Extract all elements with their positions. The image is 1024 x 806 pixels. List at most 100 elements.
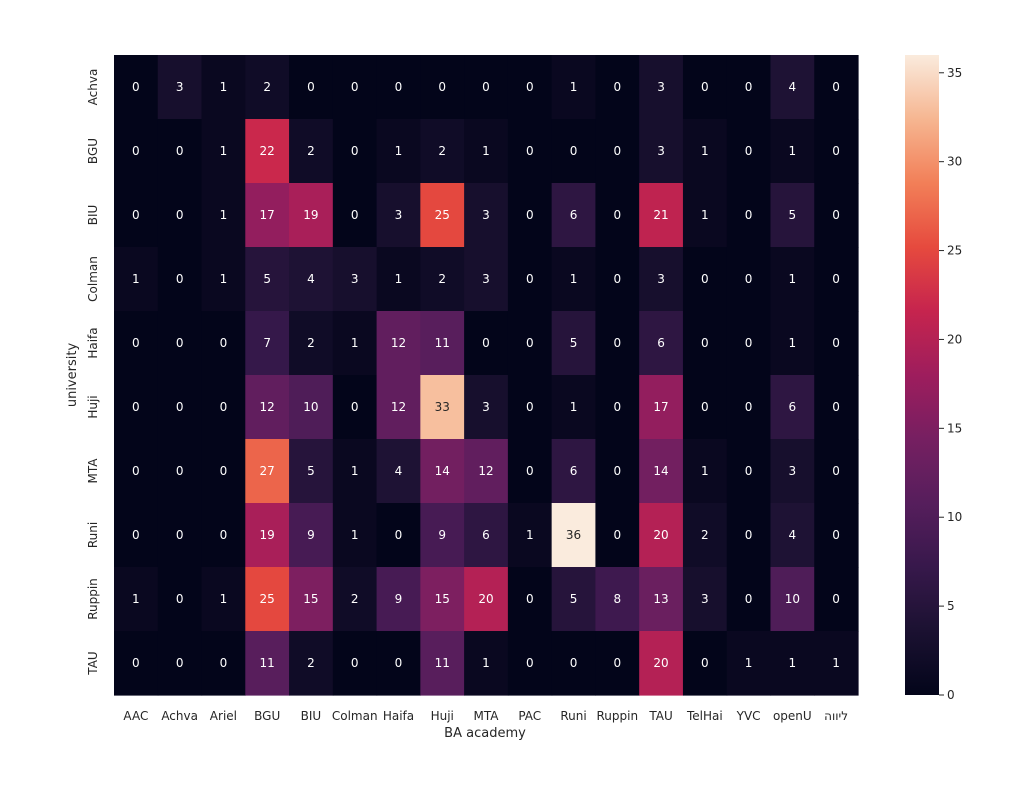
x-tick-label: BIU [301, 709, 322, 723]
heatmap-cell-Colman-BGU [245, 247, 290, 312]
heatmap-cell-value: 3 [482, 208, 490, 222]
heatmap-cell-BGU-BGU [245, 119, 290, 184]
heatmap-cell-Runi-Ruppin [595, 503, 640, 568]
heatmap-cell-TAU-ליווה [814, 631, 859, 696]
heatmap-cell-value: 0 [745, 528, 753, 542]
heatmap-cell-value: 0 [613, 528, 621, 542]
heatmap-cell-Haifa-YVC [726, 311, 772, 376]
heatmap-cell-BIU-Colman [332, 183, 378, 248]
heatmap-cell-value: 36 [566, 528, 581, 542]
heatmap-cell-Haifa-Runi [551, 311, 597, 376]
heatmap-cell-value: 0 [220, 464, 228, 478]
heatmap-cell-TAU-TAU [639, 631, 684, 696]
heatmap-cell-TAU-TelHai [682, 631, 728, 696]
heatmap-cell-value: 6 [789, 400, 797, 414]
heatmap-cell-value: 11 [435, 336, 450, 350]
heatmap-cell-BGU-TelHai [682, 119, 728, 184]
heatmap-cell-Ruppin-PAC [507, 567, 553, 632]
heatmap-cell-Huji-openU [770, 375, 815, 440]
heatmap-cell-MTA-YVC [726, 439, 772, 504]
heatmap-cell-value: 0 [176, 656, 184, 670]
heatmap-cell-value: 25 [260, 592, 275, 606]
heatmap-cell-value: 0 [132, 208, 140, 222]
heatmap-cell-value: 0 [701, 656, 709, 670]
heatmap-cell-BGU-Colman [332, 119, 378, 184]
heatmap-cell-value: 0 [438, 80, 446, 94]
heatmap-cell-Achva-BIU [289, 55, 334, 120]
heatmap-cell-value: 12 [391, 400, 406, 414]
heatmap-cell-value: 0 [176, 528, 184, 542]
heatmap-cell-value: 4 [307, 272, 315, 286]
heatmap-cell-value: 3 [176, 80, 184, 94]
heatmap-cell-Runi-BGU [245, 503, 290, 568]
heatmap-cell-value: 1 [789, 336, 797, 350]
heatmap-cell-value: 3 [789, 464, 797, 478]
heatmap-cell-MTA-ליווה [814, 439, 859, 504]
heatmap-cell-TAU-Ariel [201, 631, 246, 696]
heatmap-cell-Runi-AAC [114, 503, 159, 568]
y-tick-label: MTA [86, 458, 100, 484]
y-tick-label: Huji [86, 395, 100, 418]
heatmap-cell-BIU-Huji [420, 183, 465, 248]
heatmap-cell-value: 0 [745, 80, 753, 94]
heatmap-cell-TAU-openU [770, 631, 815, 696]
heatmap-cell-Ruppin-Haifa [376, 567, 421, 632]
heatmap-cell-value: 17 [260, 208, 275, 222]
heatmap-cell-value: 5 [307, 464, 315, 478]
colorbar-ticks: 0 5 10 15 20 25 30 35 [939, 66, 962, 702]
heatmap-cell-Runi-Haifa [376, 503, 421, 568]
heatmap-cell-value: 0 [132, 80, 140, 94]
heatmap-cell-value: 1 [395, 272, 403, 286]
x-tick-label: Ariel [210, 709, 237, 723]
heatmap-cell-TAU-Runi [551, 631, 597, 696]
heatmap-cell-MTA-Runi [551, 439, 597, 504]
heatmap-cell-value: 0 [832, 592, 840, 606]
x-tick-label: Huji [431, 709, 454, 723]
heatmap-cell-Colman-MTA [464, 247, 509, 312]
heatmap-cell-value: 15 [435, 592, 450, 606]
heatmap-cell-value: 20 [653, 528, 668, 542]
heatmap-cell-BGU-Ruppin [595, 119, 640, 184]
heatmap-cell-Haifa-TAU [639, 311, 684, 376]
heatmap-cell-value: 3 [351, 272, 359, 286]
heatmap-cell-value: 25 [435, 208, 450, 222]
heatmap-cell-Ruppin-Huji [420, 567, 465, 632]
heatmap-cell-value: 0 [176, 272, 184, 286]
heatmap-cell-value: 9 [438, 528, 446, 542]
heatmap-cell-Runi-ליווה [814, 503, 859, 568]
heatmap-cell-value: 1 [351, 464, 359, 478]
y-axis-ticks: Achva BGU BIU Colman Haifa Huji MTA Runi Ruppin T… [86, 69, 100, 676]
heatmap-cell-value: 0 [132, 528, 140, 542]
heatmap-cell-Ruppin-Achva [157, 567, 203, 632]
heatmap-cell-value: 1 [220, 592, 228, 606]
heatmap-cell-value: 0 [176, 144, 184, 158]
heatmap-cell-value: 1 [789, 272, 797, 286]
heatmap-cell-value: 2 [351, 592, 359, 606]
heatmap-cell-Huji-TAU [639, 375, 684, 440]
heatmap-cell-value: 0 [701, 80, 709, 94]
y-axis-label: university [65, 343, 80, 408]
heatmap-cell-Haifa-Huji [420, 311, 465, 376]
heatmap-cell-value: 19 [303, 208, 318, 222]
heatmap-cell-BGU-Achva [157, 119, 203, 184]
heatmap-cell-value: 5 [789, 208, 797, 222]
heatmap-cell-value: 12 [478, 464, 493, 478]
heatmap-cell-value: 0 [395, 656, 403, 670]
heatmap-cell-value: 0 [132, 400, 140, 414]
heatmap-cell-Huji-MTA [464, 375, 509, 440]
heatmap-cell-Runi-Ariel [201, 503, 246, 568]
heatmap-cell-Huji-PAC [507, 375, 553, 440]
heatmap-cell-Haifa-Ariel [201, 311, 246, 376]
heatmap-cell-MTA-openU [770, 439, 815, 504]
heatmap-cell-Ruppin-MTA [464, 567, 509, 632]
heatmap-cell-Achva-PAC [507, 55, 553, 120]
heatmap-cell-Haifa-AAC [114, 311, 159, 376]
heatmap-cell-value: 1 [526, 528, 534, 542]
heatmap-cell-value: 0 [570, 144, 578, 158]
heatmap-cell-value: 6 [570, 464, 578, 478]
x-tick-label: Achva [161, 709, 198, 723]
heatmap-cell-Runi-Achva [157, 503, 203, 568]
heatmap-cell-BGU-Runi [551, 119, 597, 184]
heatmap-cell-value: 1 [701, 208, 709, 222]
heatmap-cell-value: 0 [745, 144, 753, 158]
